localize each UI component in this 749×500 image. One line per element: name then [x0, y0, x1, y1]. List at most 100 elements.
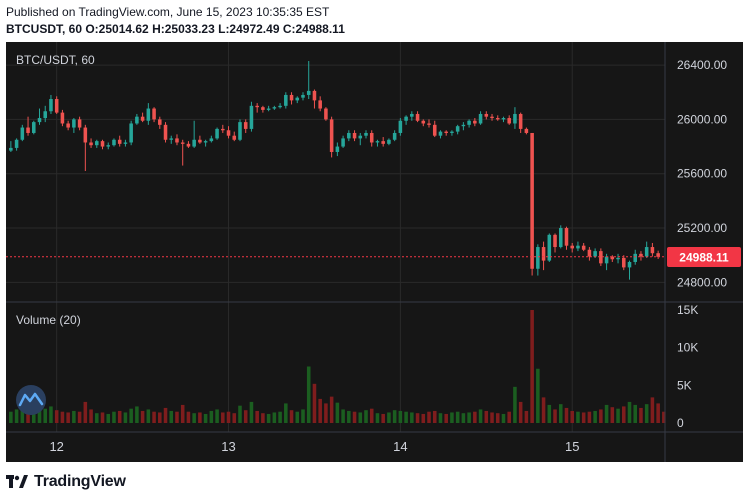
volume-bar [49, 406, 53, 423]
chart-frame[interactable]: 24800.00 25200.00 25600.00 26000.00 26400.00… [6, 42, 743, 462]
volume-tick-label: 15K [677, 303, 698, 317]
candle [518, 112, 523, 133]
volume-bar [329, 396, 334, 423]
candle [536, 244, 540, 276]
candle [243, 119, 248, 133]
candle [72, 118, 76, 133]
volume-bar [135, 406, 139, 423]
volume-bar [570, 410, 574, 423]
candle [576, 241, 580, 252]
chart-symbol-label: BTC/USDT, 60 [16, 53, 95, 67]
volume-bar [146, 409, 151, 423]
candle [95, 139, 99, 148]
price-tick-label: 26000.00 [677, 112, 727, 126]
volume-bar [100, 412, 105, 423]
candle [616, 253, 620, 264]
volume-axis[interactable]: 0 5K 10K 15K [677, 303, 698, 430]
volume-bar [278, 411, 282, 423]
candle [272, 105, 277, 110]
candle [158, 116, 162, 129]
volume-bar [593, 410, 597, 423]
candle [478, 111, 483, 125]
candle [54, 96, 59, 114]
volume-bar [43, 408, 48, 423]
volume-bar [421, 413, 426, 423]
volume-tick-label: 10K [677, 341, 698, 355]
volume-bar [140, 410, 145, 423]
candle [129, 120, 133, 146]
candle [564, 226, 569, 250]
candle [587, 247, 592, 261]
candle [26, 116, 30, 136]
candle [656, 250, 660, 259]
volume-bar [467, 412, 471, 423]
volume-bar [461, 413, 466, 423]
candle [352, 130, 357, 142]
price-tick-label: 25600.00 [677, 167, 727, 181]
candle [175, 134, 179, 146]
volume-bar [473, 411, 477, 423]
volume-pane-label: Volume (20) [16, 313, 81, 327]
candle [117, 135, 122, 147]
tradingview-logo-badge[interactable] [16, 385, 46, 415]
volume-bar [564, 407, 569, 423]
candle [140, 112, 145, 123]
candle [421, 119, 426, 127]
candlestick-chart[interactable]: 24800.00 25200.00 25600.00 26000.00 26400.00… [6, 42, 743, 462]
volume-bar [536, 368, 540, 423]
volume-bar [301, 409, 305, 423]
volume-bar [455, 411, 460, 423]
candle [398, 118, 403, 136]
volume-bar [347, 410, 351, 423]
candle [335, 142, 340, 157]
tradingview-brand: TradingView [34, 473, 126, 490]
volume-bar [650, 397, 655, 423]
volume-bar [9, 411, 13, 423]
price-axis[interactable]: 24800.00 25200.00 25600.00 26000.00 26400.00 [677, 58, 727, 289]
candle [558, 225, 563, 249]
volume-bar [427, 411, 431, 423]
volume-bar [209, 410, 214, 423]
candle [387, 138, 391, 146]
volume-bar [198, 412, 202, 423]
time-axis[interactable]: 12 13 14 15 [49, 439, 579, 454]
candle [358, 132, 363, 146]
volume-bar [261, 413, 265, 423]
volume-bar [541, 397, 546, 423]
candle [599, 248, 603, 267]
candle [238, 119, 242, 142]
volume-bar [610, 407, 615, 423]
volume-bar [662, 411, 666, 423]
candle [581, 242, 586, 252]
candle [135, 113, 139, 125]
tradingview-logo-icon [6, 475, 28, 488]
candle [123, 139, 128, 147]
volume-bar [249, 401, 254, 423]
volume-bar [26, 410, 30, 423]
volume-bar [358, 412, 363, 423]
volume-bar [501, 413, 506, 423]
volume-bar [318, 398, 322, 423]
volume-bars-layer [9, 310, 666, 423]
volume-bar [175, 411, 179, 423]
volume-bar [163, 407, 168, 423]
volume-bar [255, 410, 259, 423]
symbol-ohlc-line: BTCUSDT, 60 O:25014.62 H:25033.23 L:2497… [6, 22, 345, 36]
volume-bar [524, 410, 529, 423]
volume-bar [547, 404, 552, 423]
candle [530, 132, 534, 276]
volume-bar [375, 413, 380, 423]
candle [513, 107, 517, 129]
volume-bar [621, 406, 626, 423]
candle [341, 135, 345, 148]
volume-bar [232, 413, 237, 423]
candle [198, 135, 202, 144]
candle [473, 118, 477, 127]
candle [467, 119, 471, 128]
volume-bar [335, 402, 340, 423]
volume-bar [616, 408, 620, 423]
volume-bar [54, 410, 59, 423]
volume-bar [312, 383, 317, 423]
volume-bar [450, 412, 454, 423]
volume-bar [66, 412, 70, 423]
